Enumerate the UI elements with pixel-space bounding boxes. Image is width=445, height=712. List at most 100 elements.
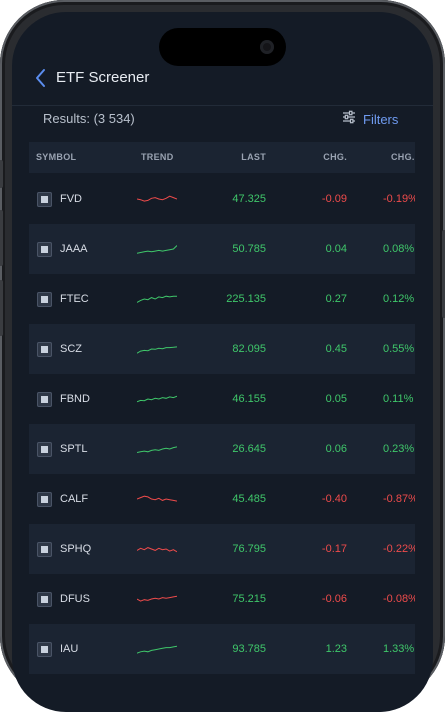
change-cell: -0.09 bbox=[321, 193, 347, 205]
trend-sparkline bbox=[137, 245, 177, 254]
last-price-cell: 47.325 bbox=[232, 193, 266, 205]
column-header-symbol[interactable]: SYMBOL bbox=[36, 152, 77, 162]
navigation-bar: ETF Screener bbox=[12, 64, 433, 94]
volume-down-button bbox=[0, 280, 3, 336]
symbol-cell: JAAA bbox=[60, 243, 88, 255]
fund-logo-icon bbox=[37, 392, 52, 407]
change-percent-cell: -0.22% bbox=[383, 543, 415, 555]
symbol-cell: FBND bbox=[60, 393, 90, 405]
change-cell: 0.05 bbox=[325, 393, 347, 405]
change-percent-cell: -0.19% bbox=[383, 193, 415, 205]
fund-logo-icon bbox=[37, 342, 52, 357]
change-cell: -0.40 bbox=[321, 493, 347, 505]
last-price-cell: 26.645 bbox=[232, 443, 266, 455]
symbol-cell: SCZ bbox=[60, 343, 82, 355]
change-cell: 0.06 bbox=[325, 443, 347, 455]
change-percent-cell: 0.11% bbox=[383, 393, 414, 405]
change-cell: -0.17 bbox=[321, 543, 347, 555]
symbol-cell: IAU bbox=[60, 643, 79, 655]
table-header: SYMBOL TREND LAST CHG. CHG. bbox=[29, 142, 415, 173]
fund-logo-icon bbox=[37, 592, 52, 607]
table-row[interactable]: CALF 45.485 -0.40 -0.87% bbox=[29, 474, 415, 524]
symbol-cell: SPTL bbox=[60, 443, 88, 455]
change-percent-cell: 0.55% bbox=[383, 343, 415, 355]
dynamic-island bbox=[159, 28, 286, 66]
trend-sparkline bbox=[137, 395, 177, 403]
change-cell: 0.45 bbox=[325, 343, 347, 355]
divider bbox=[12, 105, 433, 106]
change-percent-cell: -0.87% bbox=[383, 493, 415, 505]
fund-logo-icon bbox=[37, 642, 52, 657]
table-row[interactable]: SCZ 82.095 0.45 0.55% bbox=[29, 324, 415, 374]
last-price-cell: 50.785 bbox=[232, 243, 266, 255]
camera-icon bbox=[260, 40, 274, 54]
trend-line bbox=[137, 395, 177, 403]
trend-sparkline bbox=[137, 446, 177, 453]
trend-sparkline bbox=[137, 645, 177, 654]
trend-line bbox=[137, 195, 177, 202]
column-header-chg-pct[interactable]: CHG. bbox=[391, 152, 415, 162]
filters-label: Filters bbox=[363, 111, 399, 127]
trend-sparkline bbox=[137, 195, 177, 202]
table-row[interactable]: SPTL 26.645 0.06 0.23% bbox=[29, 424, 415, 474]
table-row[interactable]: FTEC 225.135 0.27 0.12% bbox=[29, 274, 415, 324]
last-price-cell: 45.485 bbox=[232, 493, 266, 505]
last-price-cell: 75.215 bbox=[232, 593, 266, 605]
table-row[interactable]: IAU 93.785 1.23 1.33% bbox=[29, 624, 415, 674]
table-row[interactable]: SPHQ 76.795 -0.17 -0.22% bbox=[29, 524, 415, 574]
change-cell: 0.04 bbox=[325, 243, 347, 255]
mute-switch bbox=[0, 160, 3, 188]
results-count: Results: (3 534) bbox=[43, 111, 135, 126]
page-title: ETF Screener bbox=[56, 69, 150, 86]
symbol-cell: CALF bbox=[60, 493, 89, 505]
trend-sparkline bbox=[137, 346, 177, 354]
change-percent-cell: -0.08% bbox=[383, 593, 415, 605]
change-percent-cell: 0.12% bbox=[383, 293, 415, 305]
fund-logo-icon bbox=[37, 242, 52, 257]
fund-logo-icon bbox=[37, 292, 52, 307]
last-price-cell: 76.795 bbox=[232, 543, 266, 555]
last-price-cell: 93.785 bbox=[232, 643, 266, 655]
power-button bbox=[442, 230, 445, 318]
symbol-cell: DFUS bbox=[60, 593, 90, 605]
table-row[interactable]: DFUS 75.215 -0.06 -0.08% bbox=[29, 574, 415, 624]
symbol-cell: SPHQ bbox=[60, 543, 92, 555]
trend-line bbox=[137, 495, 177, 502]
change-percent-cell: 1.33% bbox=[383, 643, 415, 655]
column-header-chg[interactable]: CHG. bbox=[323, 152, 347, 162]
change-percent-cell: 0.08% bbox=[383, 243, 415, 255]
last-price-cell: 225.135 bbox=[226, 293, 266, 305]
app-screen: ETF Screener Results: (3 534) Filters SY… bbox=[12, 12, 433, 712]
change-cell: 0.27 bbox=[325, 293, 347, 305]
trend-sparkline bbox=[137, 595, 177, 602]
sliders-icon bbox=[342, 110, 356, 129]
trend-line bbox=[137, 295, 177, 303]
trend-sparkline bbox=[137, 547, 177, 553]
trend-line bbox=[137, 346, 177, 354]
change-cell: -0.06 bbox=[321, 593, 347, 605]
change-percent-cell: 0.23% bbox=[383, 443, 415, 455]
fund-logo-icon bbox=[37, 442, 52, 457]
trend-line bbox=[137, 245, 177, 254]
trend-line bbox=[137, 547, 177, 553]
symbol-cell: FTEC bbox=[60, 293, 89, 305]
column-header-last[interactable]: LAST bbox=[241, 152, 266, 162]
trend-line bbox=[137, 446, 177, 453]
fund-logo-icon bbox=[37, 542, 52, 557]
chevron-left-icon[interactable] bbox=[34, 68, 46, 88]
table-row[interactable]: FBND 46.155 0.05 0.11% bbox=[29, 374, 415, 424]
last-price-cell: 46.155 bbox=[232, 393, 266, 405]
table-row[interactable]: FVD 47.325 -0.09 -0.19% bbox=[29, 174, 415, 224]
trend-sparkline bbox=[137, 495, 177, 502]
etf-table: SYMBOL TREND LAST CHG. CHG. FVD 47.325 -0.… bbox=[29, 142, 415, 712]
symbol-cell: FVD bbox=[60, 193, 82, 205]
column-header-trend[interactable]: TREND bbox=[141, 152, 174, 162]
trend-line bbox=[137, 645, 177, 654]
filters-button[interactable]: Filters bbox=[342, 109, 398, 129]
trend-line bbox=[137, 595, 177, 602]
fund-logo-icon bbox=[37, 492, 52, 507]
trend-sparkline bbox=[137, 295, 177, 303]
fund-logo-icon bbox=[37, 192, 52, 207]
table-row[interactable]: JAAA 50.785 0.04 0.08% bbox=[29, 224, 415, 274]
